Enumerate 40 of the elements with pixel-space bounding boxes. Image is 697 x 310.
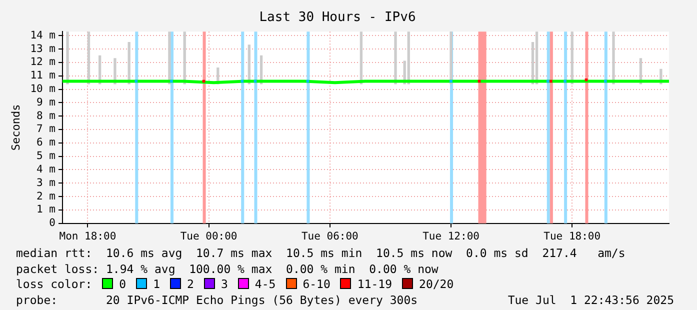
legend-label: 2: [187, 277, 194, 291]
y-tick-label: 8 m: [36, 110, 56, 122]
bar: [394, 32, 397, 84]
bar: [168, 32, 171, 84]
bar: [450, 32, 452, 84]
text: median rtt: 10.6 ms avg 10.7 ms max 10.5 ms min 10.5 ms now 0.0 ms sd 217.4 am/s: [16, 246, 626, 262]
y-tick-label: 0: [49, 217, 56, 230]
x-tick-label: Tue 18:00: [544, 230, 601, 242]
text: probe: 20 IPv6-ICMP Echo Pings (56 Bytes) every 300s: [16, 292, 418, 306]
y-axis-title: Seconds: [9, 104, 22, 151]
y-tick-label: 7 m: [36, 123, 56, 136]
y-tick-label: 9 m: [36, 96, 56, 108]
y-tick-label: 12 m: [30, 56, 56, 68]
x-tick-label: Tue 00:00: [180, 230, 238, 242]
x-tick-label: Tue 12:00: [422, 230, 480, 242]
y-tick-label: 3 m: [36, 176, 56, 189]
text: packet loss: 1.94 % avg 100.00 % max 0.00 % min 0.00 % now: [16, 262, 440, 277]
y-tick-label: 5 m: [36, 150, 56, 162]
legend-label: 6-10: [302, 277, 330, 291]
bar: [612, 32, 615, 84]
legend-label: 11-19: [357, 277, 392, 291]
x-tick-label: Tue 06:00: [301, 230, 358, 242]
x-tick-label: Mon 18:00: [59, 230, 116, 242]
y-tick-label: 2 m: [36, 190, 56, 202]
bar: [66, 32, 69, 84]
legend-title: loss color:: [16, 277, 92, 291]
y-tick-label: 10 m: [30, 83, 56, 96]
y-tick-label: 14 m: [30, 29, 56, 42]
legend-label: 0: [119, 277, 126, 291]
legend-label: 1: [153, 277, 160, 291]
text: Tue Jul 1 22:43:56 2025: [508, 292, 674, 308]
legend-label: 3: [220, 277, 228, 291]
y-tick-label: 11 m: [30, 70, 56, 82]
y-tick-label: 4 m: [36, 163, 56, 176]
y-tick-label: 1 m: [36, 204, 56, 216]
chart-title: Last 30 Hours - IPv6: [259, 10, 416, 26]
y-tick-label: 13 m: [30, 42, 56, 55]
legend-label: 20/20: [419, 277, 454, 291]
y-tick-label: 6 m: [36, 136, 56, 149]
legend-label: 4-5: [254, 277, 276, 291]
